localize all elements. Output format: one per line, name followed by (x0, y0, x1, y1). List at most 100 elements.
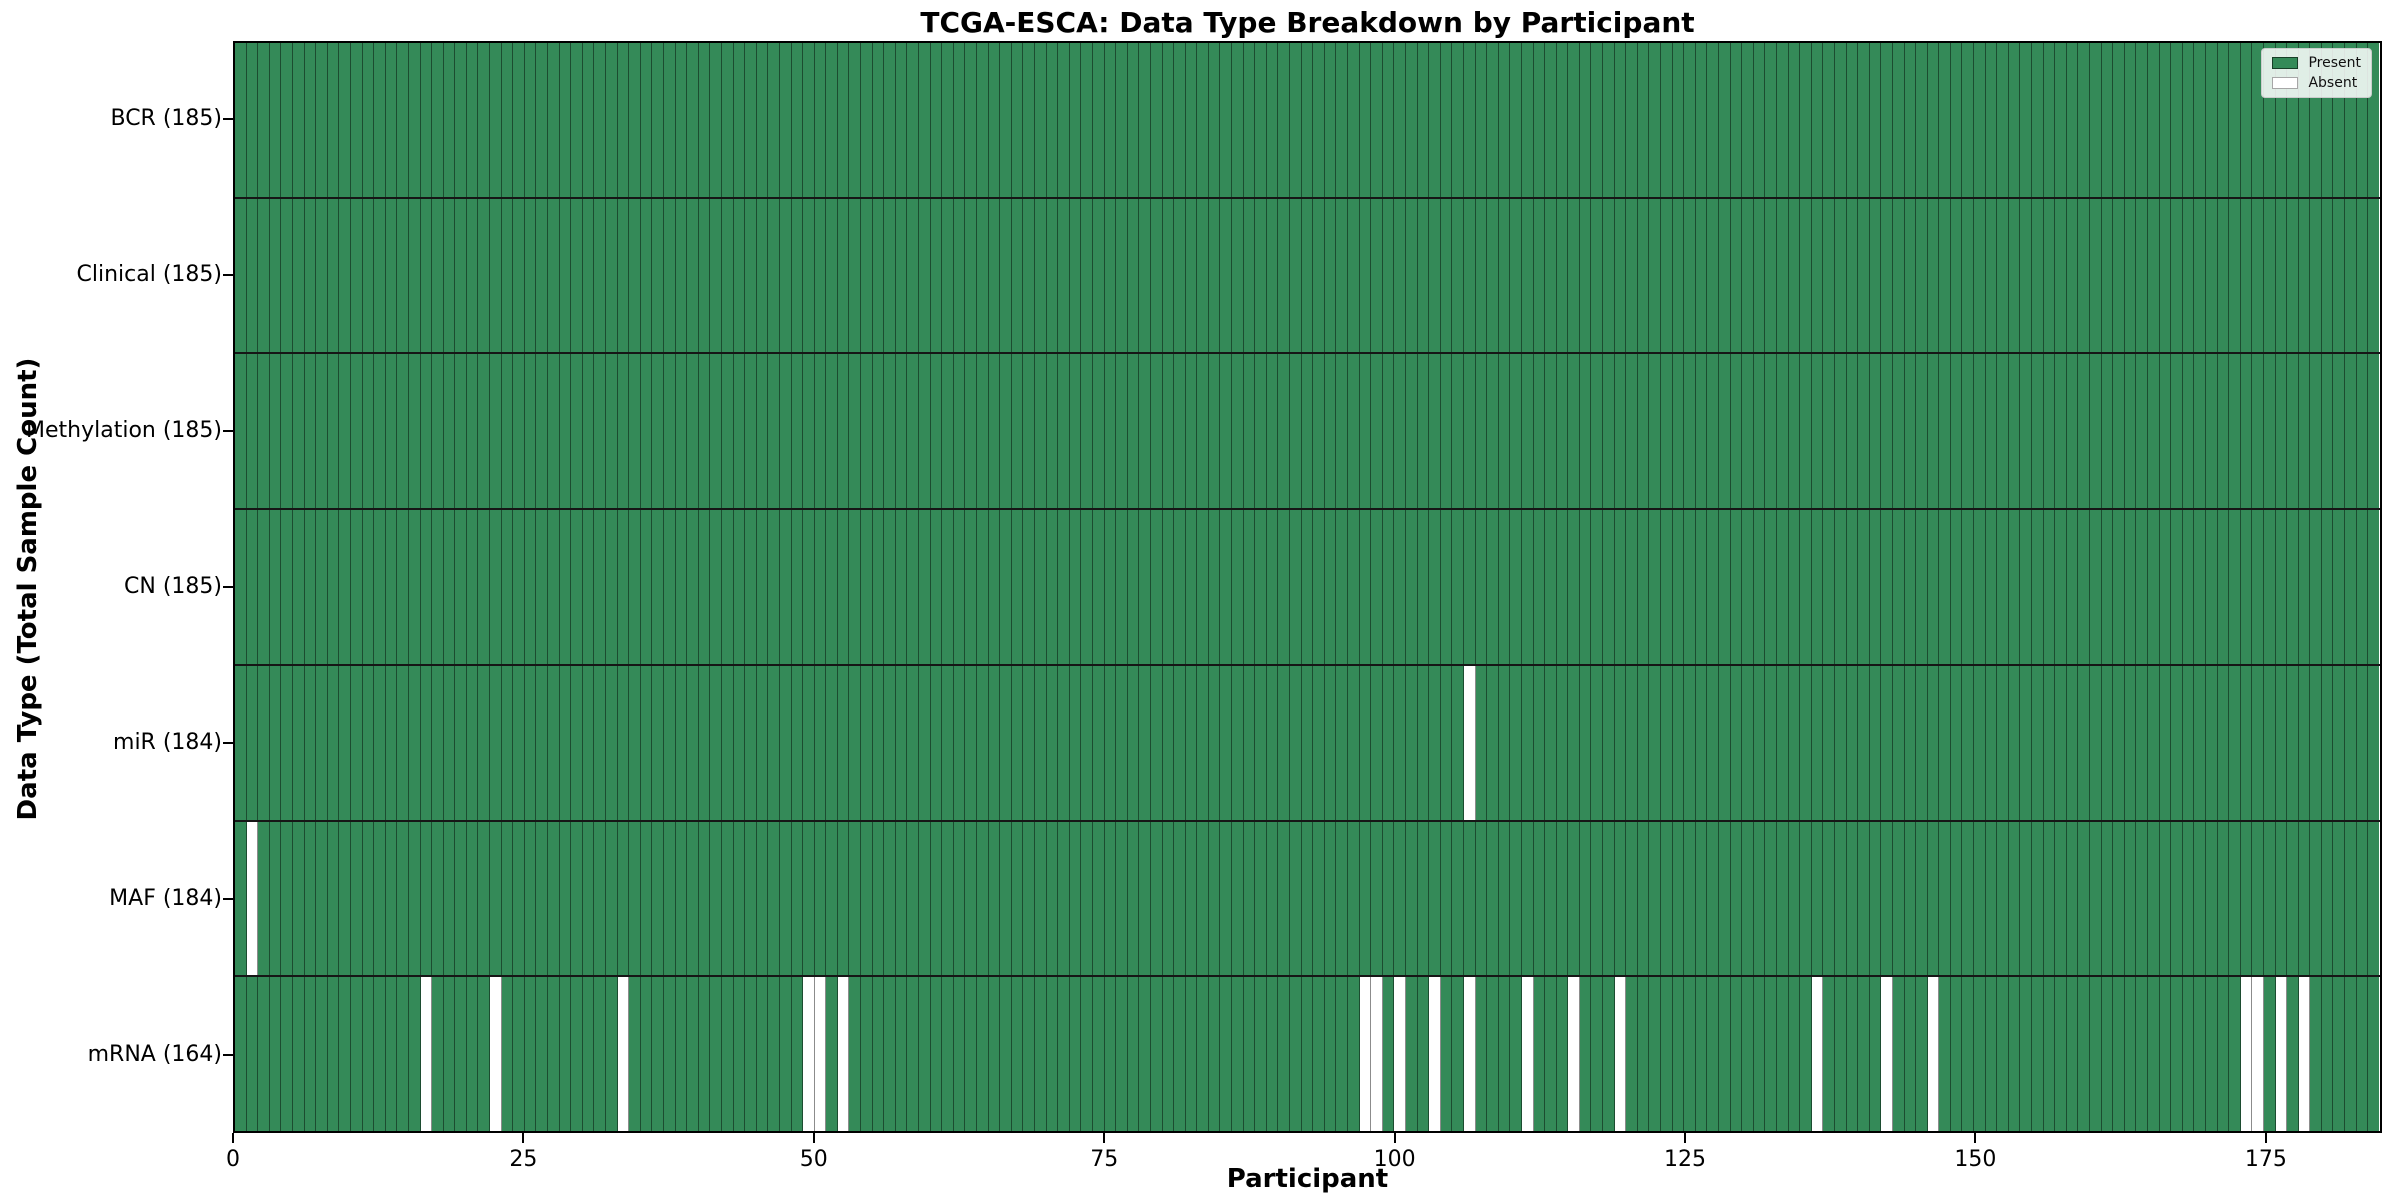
heatmap-cell (1220, 665, 1233, 820)
heatmap-cell (1962, 43, 1975, 197)
heatmap-cell (733, 977, 746, 1132)
heatmap-cell (1336, 665, 1348, 820)
heatmap-cell (907, 354, 920, 509)
y-tick-mark (223, 1054, 233, 1056)
heatmap-cell (235, 821, 247, 976)
heatmap-cell (953, 821, 966, 976)
heatmap-cell (1892, 510, 1905, 664)
heatmap-cell (1533, 977, 1546, 1132)
heatmap-cell (640, 198, 653, 353)
heatmap-cell (837, 354, 850, 509)
heatmap-cell (1765, 43, 1777, 197)
heatmap-cell (1626, 198, 1638, 353)
heatmap-cell (2205, 43, 2218, 197)
heatmap-cell (2368, 198, 2379, 353)
heatmap-cell (385, 198, 398, 353)
heatmap-cell (2275, 510, 2288, 664)
heatmap-cell (1197, 821, 1209, 976)
heatmap-cell (2310, 665, 2322, 820)
heatmap-cell (1104, 354, 1117, 509)
heatmap-cell (1127, 43, 1140, 197)
heatmap-cell (1649, 354, 1662, 509)
heatmap-cell (1545, 665, 1557, 820)
heatmap-cell (339, 354, 351, 509)
heatmap-cell (362, 665, 375, 820)
heatmap-cell (652, 821, 664, 976)
heatmap-cell (1661, 977, 1673, 1132)
heatmap-cell (745, 977, 757, 1132)
heatmap-cell (1255, 665, 1267, 820)
heatmap-cell (2229, 43, 2241, 197)
heatmap-cell (1324, 821, 1337, 976)
heatmap-cell (779, 354, 792, 509)
heatmap-cell (1614, 43, 1627, 197)
heatmap-cell (1266, 821, 1279, 976)
heatmap-cell (1927, 198, 1940, 353)
heatmap-cell (733, 198, 746, 353)
heatmap-cell (397, 354, 409, 509)
heatmap-cell (1753, 198, 1766, 353)
heatmap-cell (1661, 354, 1673, 509)
heatmap-cell (374, 354, 386, 509)
heatmap-cell (1672, 43, 1685, 197)
heatmap-cell (2008, 977, 2021, 1132)
heatmap-cell (1684, 665, 1696, 820)
heatmap-cell (2090, 977, 2102, 1132)
heatmap-cell (675, 510, 688, 664)
y-tick-mark (223, 898, 233, 900)
heatmap-cell (2263, 43, 2276, 197)
heatmap-cell (1881, 510, 1893, 664)
heatmap-cell (1892, 821, 1905, 976)
heatmap-cell (1301, 977, 1314, 1132)
heatmap-cell (1069, 354, 1082, 509)
heatmap-cell (2333, 665, 2346, 820)
x-tick-mark (232, 1133, 234, 1143)
heatmap-cell (1232, 43, 1244, 197)
heatmap-cell (2333, 198, 2346, 353)
heatmap-cell (1139, 510, 1151, 664)
heatmap-cell (374, 43, 386, 197)
heatmap-cell (2136, 43, 2148, 197)
heatmap-row-Methylation (235, 354, 2380, 511)
heatmap-cell (1846, 821, 1859, 976)
heatmap-cell (1324, 43, 1337, 197)
heatmap-cell (385, 665, 398, 820)
heatmap-cell (1823, 821, 1835, 976)
heatmap-cell (2101, 977, 2114, 1132)
heatmap-cell (977, 977, 989, 1132)
heatmap-cell (930, 977, 943, 1132)
heatmap-cell (2298, 510, 2311, 664)
heatmap-cell (1243, 354, 1256, 509)
heatmap-cell (327, 198, 340, 353)
heatmap-cell (258, 977, 270, 1132)
heatmap-cell (1405, 665, 1418, 820)
heatmap-cell (1985, 665, 1998, 820)
heatmap-cell (756, 510, 769, 664)
heatmap-cell (1034, 43, 1047, 197)
heatmap-cell (1858, 977, 1870, 1132)
heatmap-cell (1174, 43, 1186, 197)
heatmap-cell (1174, 977, 1186, 1132)
heatmap-cell (803, 510, 815, 664)
heatmap-cell (1811, 510, 1824, 664)
heatmap-cell (1371, 510, 1383, 664)
x-tick-label: 50 (799, 1147, 828, 1172)
heatmap-cell (965, 43, 977, 197)
heatmap-cell (1000, 43, 1012, 197)
heatmap-cell (1487, 510, 1499, 664)
heatmap-cell (1939, 510, 1951, 664)
heatmap-cell (907, 977, 920, 1132)
heatmap-cell (1127, 977, 1140, 1132)
heatmap-cell (1753, 665, 1766, 820)
heatmap-cell (536, 354, 549, 509)
heatmap-cell (977, 43, 989, 197)
heatmap-cell (2171, 821, 2183, 976)
heatmap-cell (524, 821, 537, 976)
heatmap-cell (1579, 821, 1592, 976)
heatmap-cell (2310, 198, 2322, 353)
heatmap-cell (1626, 510, 1638, 664)
heatmap-cell (1359, 354, 1372, 509)
heatmap-cell (2263, 510, 2276, 664)
heatmap-cell (524, 510, 537, 664)
heatmap-cell (1649, 665, 1662, 820)
